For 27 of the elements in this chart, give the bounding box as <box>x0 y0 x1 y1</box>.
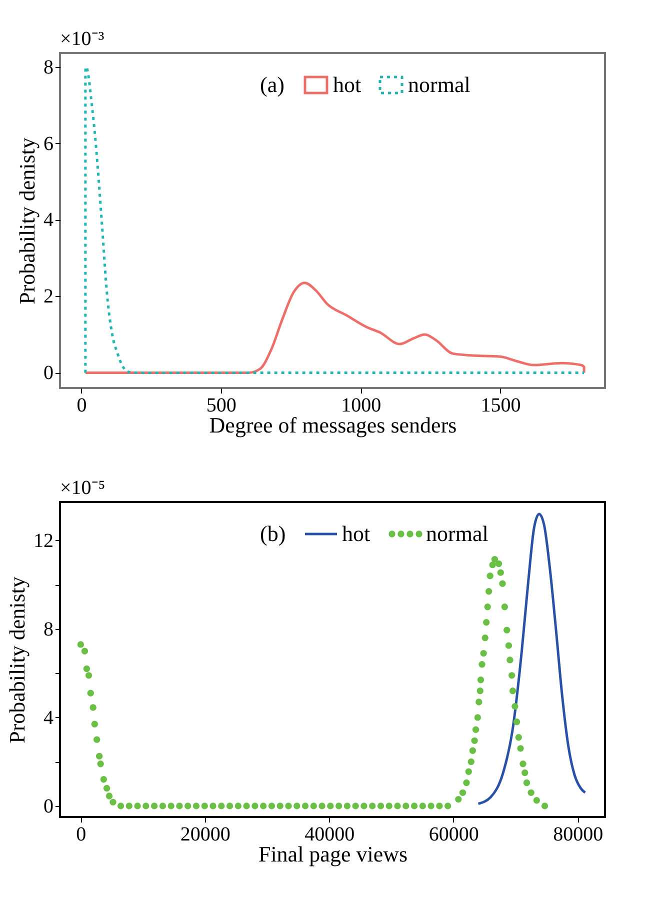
y-tick-label: 2 <box>44 286 54 308</box>
text: ×10⁻⁵ <box>60 477 106 499</box>
x-tick-label: 1500 <box>480 394 521 416</box>
y-tick-label: 4 <box>44 209 54 232</box>
text: ×10⁻³ <box>60 28 104 50</box>
y-axis-title: Probability denisty <box>4 576 30 744</box>
y-tick-label: 8 <box>44 56 54 78</box>
y-tick-label: 8 <box>44 618 54 640</box>
legend-label: normal <box>408 72 470 97</box>
y-tick-label: 0 <box>44 362 54 384</box>
annotation: (a) <box>260 72 284 97</box>
legend-label: hot <box>333 72 362 97</box>
legend-label: hot <box>342 521 370 546</box>
annotation: (b) <box>260 521 286 546</box>
y-tick-label: 4 <box>44 706 54 729</box>
x-tick-label: 0 <box>76 394 87 416</box>
y-tick-label: 6 <box>44 132 54 155</box>
x-tick-label: 80000 <box>553 824 604 846</box>
line-series <box>84 66 586 374</box>
legend-label: normal <box>426 521 488 546</box>
y-tick-label: 12 <box>34 530 54 552</box>
x-tick-label: 0 <box>76 824 86 846</box>
y-axis-title: Probability denisty <box>14 138 40 304</box>
y-tick-label: 0 <box>44 795 54 818</box>
x-tick-label: 20000 <box>180 824 230 846</box>
x-tick-label: 60000 <box>428 824 479 846</box>
line-series <box>84 282 586 374</box>
